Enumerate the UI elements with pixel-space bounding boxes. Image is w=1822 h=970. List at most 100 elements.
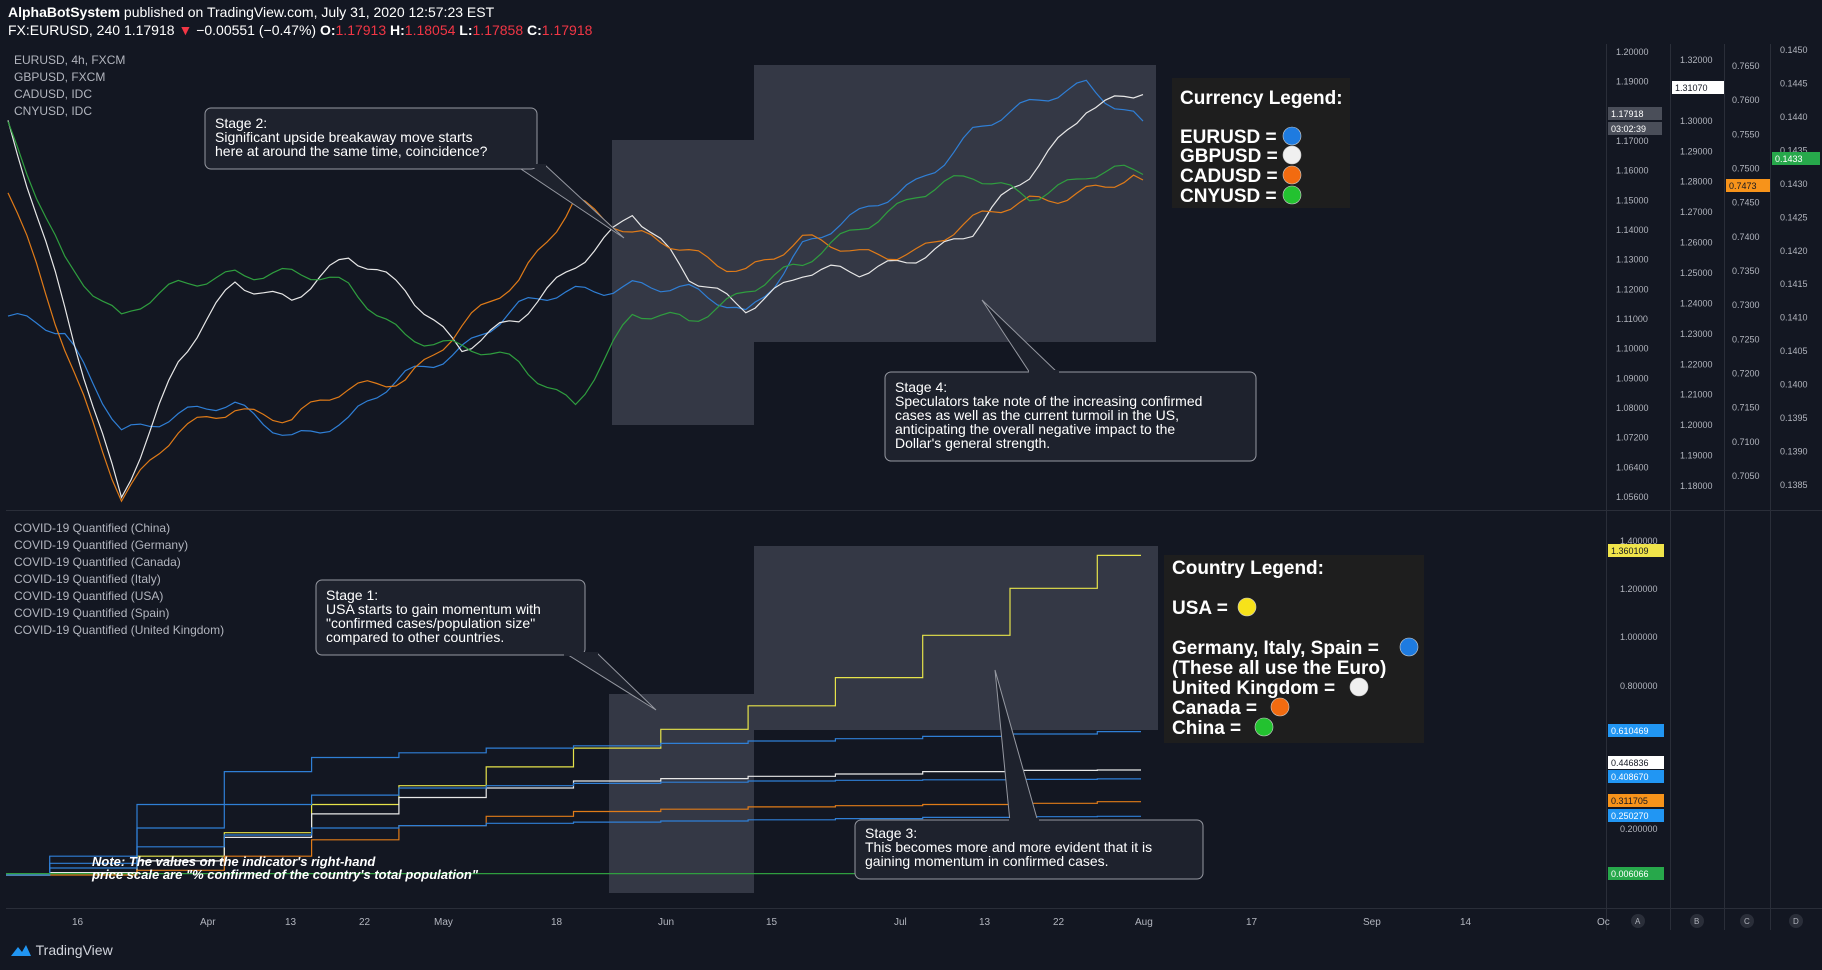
- legend-cadusd[interactable]: CADUSD, IDC: [14, 87, 92, 101]
- italy-value-tag: [1608, 770, 1664, 783]
- eur-scale-tick: 1.20000: [1616, 47, 1649, 57]
- china-color-dot: [1254, 717, 1274, 737]
- scale-d-button[interactable]: [1789, 914, 1803, 928]
- gbp-scale-tick: 1.32000: [1680, 55, 1713, 65]
- eur-timer-tag-label: 03:02:39: [1611, 124, 1646, 134]
- currency-legend-eur: EURUSD =: [1180, 127, 1277, 148]
- cad-scale-tick: 0.7450: [1732, 198, 1760, 208]
- cad-price-tag: [1726, 179, 1770, 192]
- tradingview-logo-icon: [11, 945, 31, 956]
- eur-timer-tag: [1608, 122, 1662, 135]
- currency-legend-box: Currency Legend: EURUSD = GBPUSD = CADUS…: [1172, 78, 1350, 208]
- legend-gbpusd[interactable]: GBPUSD, FXCM: [14, 70, 105, 84]
- publish-info: published on TradingView.com, July 31, 2…: [123, 4, 495, 20]
- cad-scale-tick: 0.7350: [1732, 266, 1760, 276]
- gbp-price-tag: [1672, 81, 1724, 94]
- covid-line-italy: [6, 778, 1141, 876]
- time-axis-tick: Jun: [658, 917, 674, 928]
- covid-line-usa: [6, 554, 1141, 876]
- publish-line: AlphaBotSystem published on TradingView.…: [8, 4, 494, 20]
- axes-group: 1.20000 1.19000 1.18000 1.17000 1.16000 1.150…: [72, 45, 1820, 928]
- legend-covid-china[interactable]: COVID-19 Quantified (China): [14, 521, 170, 535]
- cad-scale-tick: 0.7100: [1732, 437, 1760, 447]
- author-name[interactable]: AlphaBotSystem: [8, 4, 121, 20]
- cny-scale-tick: 0.1420: [1780, 246, 1808, 256]
- scale-a-button[interactable]: [1631, 914, 1645, 928]
- price-legend: EURUSD, 4h, FXCM GBPUSD, FXCM CADUSD, ID…: [14, 53, 125, 118]
- gbp-scale-tick: 1.22000: [1680, 359, 1713, 369]
- stage3-callout: Stage 3: This becomes more and more evid…: [854, 669, 1204, 880]
- time-axis-tick: Apr: [200, 917, 216, 928]
- country-legend-euro-note: (These all use the Euro): [1172, 658, 1386, 679]
- close-label: C:: [527, 22, 542, 38]
- scale-c-button[interactable]: [1740, 914, 1754, 928]
- legend-covid-uk[interactable]: COVID-19 Quantified (United Kingdom): [14, 623, 224, 637]
- eur-scale-tick: 1.13000: [1616, 255, 1649, 265]
- scale-b-button[interactable]: [1690, 914, 1704, 928]
- note-line1: Note: The values on the indicator's righ…: [92, 854, 376, 869]
- covid-scale-tick: 1.200000: [1620, 584, 1658, 594]
- usa-color-dot: [1237, 597, 1257, 617]
- spain-value-tag-label: 0.610469: [1611, 726, 1649, 736]
- stage2-title: Stage 2:: [215, 115, 267, 131]
- cad-scale-tick: 0.7250: [1732, 334, 1760, 344]
- gbp-scale-tick: 1.19000: [1680, 451, 1713, 461]
- canada-value-tag-label: 0.311705: [1611, 796, 1648, 806]
- note-line2: price scale are "% confirmed of the coun…: [91, 867, 479, 882]
- spain-value-tag: [1608, 724, 1664, 737]
- cny-scale-tick: 0.1445: [1780, 78, 1808, 88]
- tradingview-logo[interactable]: TradingView: [10, 942, 113, 958]
- legend-covid-usa[interactable]: COVID-19 Quantified (USA): [14, 589, 163, 603]
- legend-cnyusd[interactable]: CNYUSD, IDC: [14, 104, 92, 118]
- time-axis-tick: 15: [766, 917, 778, 928]
- time-axis-tick: 18: [551, 917, 563, 928]
- stage3-line1: This becomes more and more evident that …: [865, 839, 1152, 855]
- eur-scale-tick: 1.12000: [1616, 284, 1649, 294]
- stage4-line4: Dollar's general strength.: [895, 435, 1050, 451]
- legend-covid-germany[interactable]: COVID-19 Quantified (Germany): [14, 538, 188, 552]
- legend-covid-italy[interactable]: COVID-19 Quantified (Italy): [14, 572, 161, 586]
- cny-scale-tick: 0.1440: [1780, 112, 1808, 122]
- cad-scale-tick: 0.7500: [1732, 164, 1760, 174]
- country-legend-canada: Canada =: [1172, 698, 1257, 719]
- cad-scale-tick: 0.7600: [1732, 95, 1760, 105]
- usa-value-tag-label: 1.360109: [1611, 546, 1649, 556]
- currency-legend-gbp: GBPUSD =: [1180, 146, 1278, 167]
- eur-scale-tick: 1.16000: [1616, 166, 1649, 176]
- germany-value-tag-label: 0.250270: [1611, 811, 1649, 821]
- gbp-scale-tick: 1.25000: [1680, 268, 1713, 278]
- cad-scale-tick: 0.7150: [1732, 403, 1760, 413]
- cny-scale-tick: 0.1425: [1780, 212, 1808, 222]
- legend-covid-spain[interactable]: COVID-19 Quantified (Spain): [14, 606, 169, 620]
- eur-scale-tick: 1.19000: [1616, 77, 1649, 87]
- covid-series-group: [6, 554, 1141, 876]
- eur-scale-tick: 1.11000: [1616, 314, 1648, 324]
- eur-scale-tick: 1.06400: [1616, 462, 1649, 472]
- canada-value-tag: [1608, 794, 1664, 807]
- stage1-line2: "confirmed cases/population size": [326, 615, 535, 631]
- gbp-scale-tick: 1.20000: [1680, 420, 1713, 430]
- legend-covid-canada[interactable]: COVID-19 Quantified (Canada): [14, 555, 181, 569]
- china-value-tag: [1608, 867, 1664, 880]
- gbp-scale-tick: 1.26000: [1680, 238, 1713, 248]
- eur-scale-tick: 1.05600: [1616, 492, 1649, 502]
- cny-color-dot: [1282, 185, 1302, 205]
- time-axis-tick: 22: [1053, 917, 1065, 928]
- gbp-color-dot: [1282, 145, 1302, 165]
- italy-value-tag-label: 0.408670: [1611, 772, 1649, 782]
- low-value: 1.17858: [472, 22, 524, 38]
- stage2-line1: Significant upside breakaway move starts: [215, 129, 473, 145]
- stage1-line3: compared to other countries.: [326, 629, 504, 645]
- eur-scale-tick: 1.09000: [1616, 373, 1649, 383]
- cny-scale-tick: 0.1390: [1780, 447, 1808, 457]
- covid-scale-tick: 0.200000: [1620, 824, 1658, 834]
- stage3-title: Stage 3:: [865, 825, 917, 841]
- legend-eurusd[interactable]: EURUSD, 4h, FXCM: [14, 53, 125, 67]
- last-price: 1.17918: [123, 22, 175, 38]
- stage1-title: Stage 1:: [326, 587, 378, 603]
- price-highlight-region: [612, 65, 1156, 425]
- eur-color-dot: [1282, 126, 1302, 146]
- uk-value-tag-label: 0.446836: [1611, 758, 1649, 768]
